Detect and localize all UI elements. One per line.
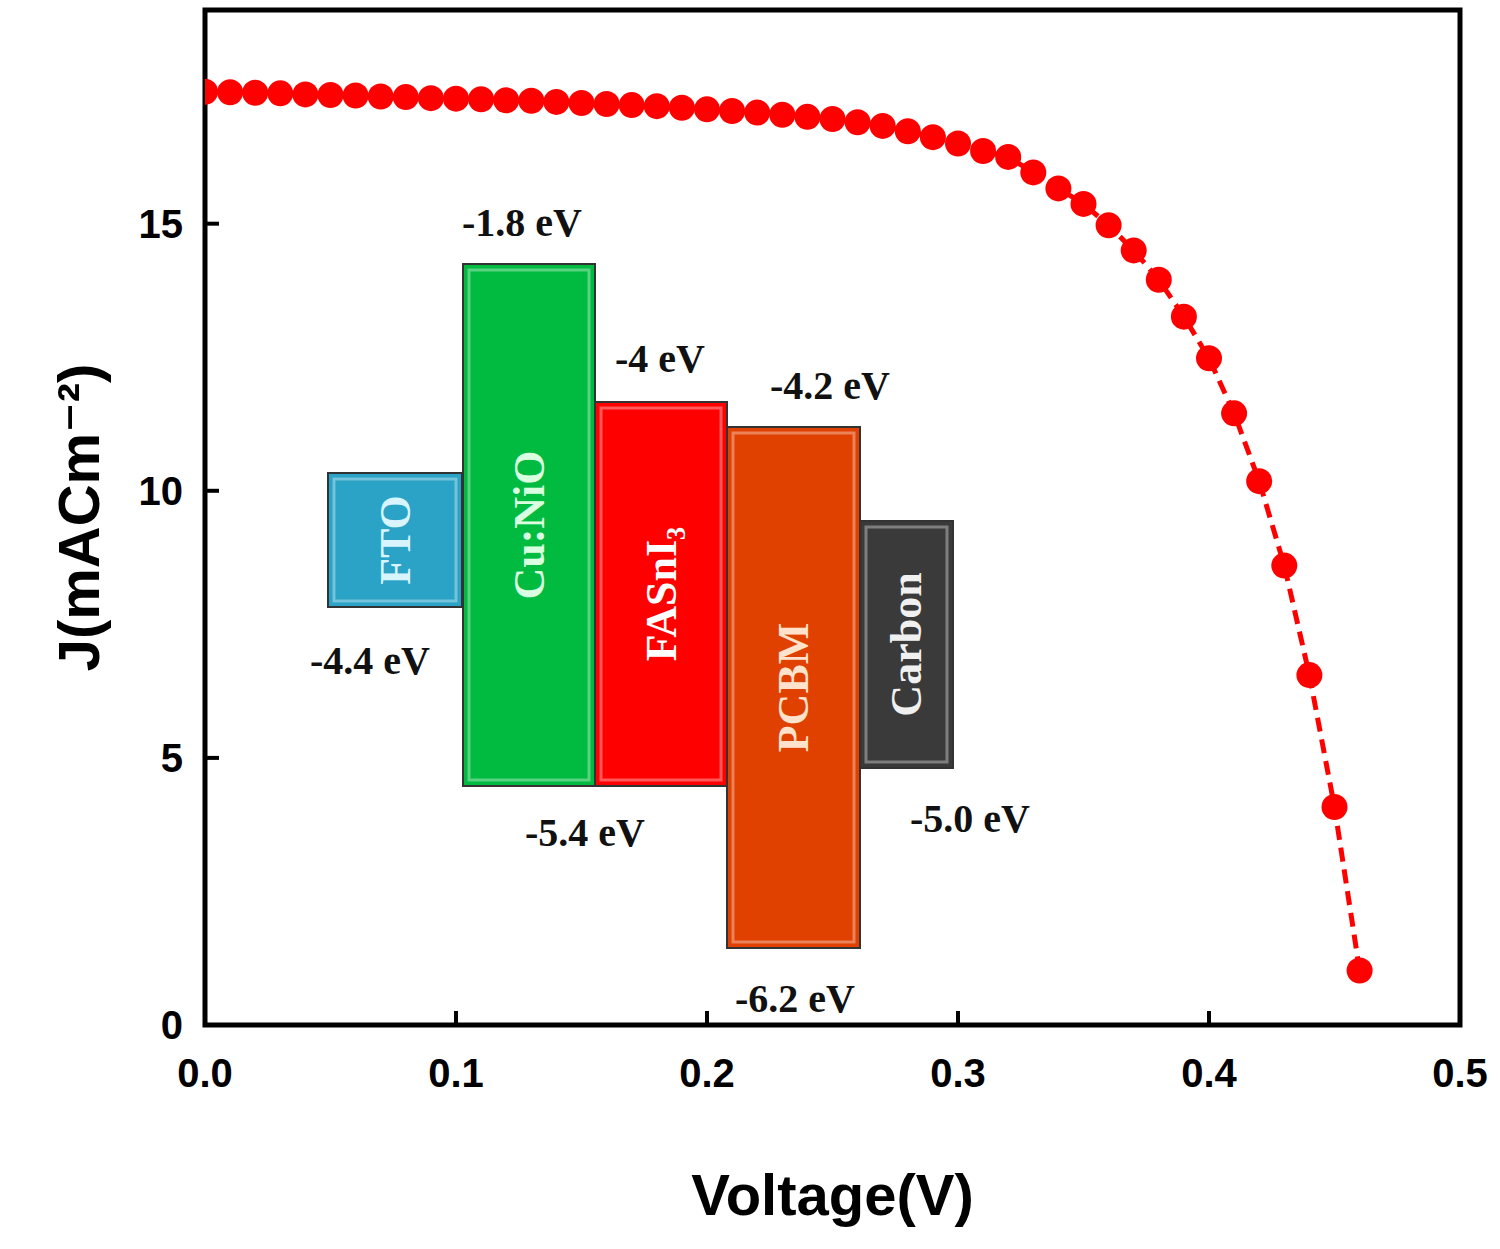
data-point xyxy=(619,92,645,118)
y-tick xyxy=(205,222,219,226)
energy-level-label: -4.4 eV xyxy=(310,638,430,683)
y-tick-label: 10 xyxy=(139,469,184,513)
x-tick-label: 0.5 xyxy=(1432,1051,1488,1095)
band-layer-bevel xyxy=(469,270,589,780)
data-point xyxy=(669,95,695,121)
band-layer-label: Cu:NiO xyxy=(505,450,554,599)
energy-level-label: -6.2 eV xyxy=(735,976,855,1021)
y-tick-label: 5 xyxy=(161,736,183,780)
y-axis-label: J(mACm⁻²) xyxy=(46,364,111,672)
x-tick xyxy=(956,1011,960,1025)
data-point xyxy=(694,96,720,122)
band-layer-label: PCBM xyxy=(769,623,818,753)
data-point xyxy=(995,144,1021,170)
data-point xyxy=(217,79,243,105)
data-point xyxy=(1296,662,1322,688)
data-point xyxy=(205,79,218,105)
data-point xyxy=(644,93,670,119)
energy-level-label: -4.2 eV xyxy=(770,363,890,408)
energy-level-label: -1.8 eV xyxy=(462,200,582,245)
jv-line xyxy=(205,92,1360,971)
data-point xyxy=(970,138,996,164)
y-tick-label: 15 xyxy=(139,202,184,246)
data-point xyxy=(1271,553,1297,579)
data-point xyxy=(1246,468,1272,494)
band-layer xyxy=(463,264,595,786)
band-layer-bevel xyxy=(334,479,456,601)
x-axis-label: Voltage(V) xyxy=(691,1162,974,1227)
plot-frame xyxy=(205,10,1460,1025)
data-point xyxy=(368,84,394,110)
band-diagram: FTO -4.4 eV Cu:NiO -1.8 eV -5.4 eV FASnI₃ -4 e… xyxy=(310,200,1030,1021)
data-point xyxy=(343,82,369,108)
data-point xyxy=(318,82,344,108)
x-tick xyxy=(705,1011,709,1025)
band-layer-bevel xyxy=(733,433,854,942)
y-tick xyxy=(205,756,219,760)
band-layer-bevel xyxy=(601,408,721,780)
data-point xyxy=(820,106,846,132)
data-point xyxy=(895,118,921,144)
x-tick xyxy=(1207,1011,1211,1025)
data-point xyxy=(443,86,469,112)
data-point xyxy=(569,90,595,116)
data-point xyxy=(468,86,494,112)
data-point xyxy=(1322,794,1348,820)
energy-level-label: -5.0 eV xyxy=(910,796,1030,841)
data-group xyxy=(205,79,1373,984)
data-point xyxy=(393,84,419,110)
data-point xyxy=(543,89,569,115)
x-tick-label: 0.4 xyxy=(1181,1051,1237,1095)
data-point xyxy=(242,80,268,106)
data-point xyxy=(1196,345,1222,371)
energy-level-label: -4 eV xyxy=(615,336,705,381)
data-point xyxy=(594,91,620,117)
x-tick-label: 0.0 xyxy=(177,1051,233,1095)
data-point xyxy=(870,113,896,139)
data-point xyxy=(769,102,795,128)
data-point xyxy=(845,109,871,135)
chart: FTO -4.4 eV Cu:NiO -1.8 eV -5.4 eV FASnI₃ -4 e… xyxy=(0,0,1500,1249)
band-layer xyxy=(860,521,953,768)
data-point xyxy=(920,124,946,150)
data-point xyxy=(1121,237,1147,263)
data-point xyxy=(719,98,745,124)
band-layer xyxy=(727,427,860,948)
x-tick-label: 0.3 xyxy=(930,1051,986,1095)
band-layer xyxy=(595,402,727,786)
data-point xyxy=(1347,958,1373,984)
data-point xyxy=(418,85,444,111)
data-point xyxy=(744,100,770,126)
data-point xyxy=(518,88,544,114)
data-point xyxy=(292,81,318,107)
band-layer-label: FTO xyxy=(371,495,420,585)
data-point xyxy=(1171,304,1197,330)
y-tick xyxy=(205,1023,219,1027)
data-point xyxy=(1221,400,1247,426)
band-layer-label: FASnI₃ xyxy=(637,527,686,662)
x-tick-label: 0.1 xyxy=(428,1051,484,1095)
data-point xyxy=(794,104,820,130)
y-tick-label: 0 xyxy=(161,1003,183,1047)
y-tick xyxy=(205,489,219,493)
x-tick xyxy=(1458,1011,1462,1025)
data-point xyxy=(1146,267,1172,293)
data-point xyxy=(945,131,971,157)
data-point xyxy=(1045,175,1071,201)
band-layer-label: Carbon xyxy=(882,572,931,716)
x-tick-label: 0.2 xyxy=(679,1051,735,1095)
x-tick xyxy=(203,1011,207,1025)
band-layer-bevel xyxy=(866,527,947,762)
data-point xyxy=(493,87,519,113)
data-point xyxy=(1096,212,1122,238)
data-point xyxy=(1020,159,1046,185)
x-tick xyxy=(454,1011,458,1025)
energy-level-label: -5.4 eV xyxy=(525,810,645,855)
band-layer xyxy=(328,473,462,607)
data-point xyxy=(267,80,293,106)
data-point xyxy=(1071,191,1097,217)
